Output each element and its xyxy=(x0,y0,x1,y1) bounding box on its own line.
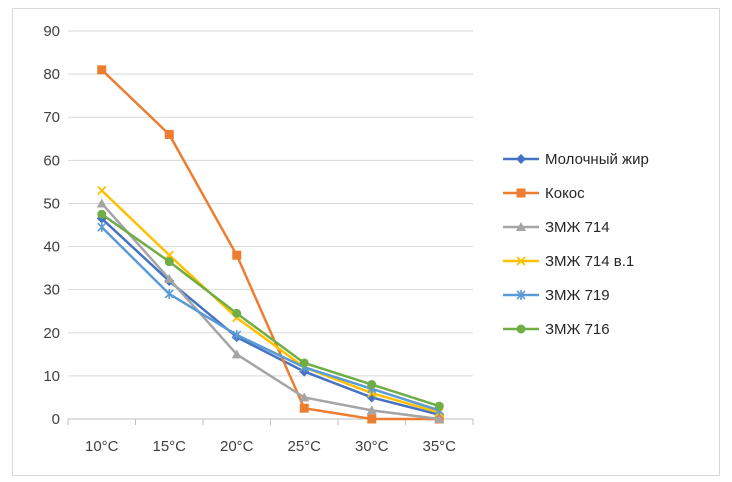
legend-label: ЗМЖ 716 xyxy=(545,321,610,338)
y-tick-label: 60 xyxy=(43,152,60,169)
legend-marker xyxy=(516,188,526,198)
data-point xyxy=(164,273,175,283)
legend-marker xyxy=(516,324,526,334)
data-point xyxy=(231,349,242,359)
grid-lines xyxy=(68,30,473,420)
series-line xyxy=(100,217,440,416)
legend-entry: Молочный жир xyxy=(503,151,649,168)
x-tick-label: 25°C xyxy=(287,438,321,455)
data-point xyxy=(97,185,107,196)
y-tick-label: 30 xyxy=(43,282,60,299)
data-point xyxy=(164,257,174,267)
legend-marker xyxy=(516,222,526,231)
data-point xyxy=(434,401,444,411)
x-tick-label: 35°C xyxy=(422,438,456,455)
series-2 xyxy=(97,65,444,424)
y-tick-label: 90 xyxy=(43,23,60,40)
legend-marker xyxy=(516,256,526,266)
data-point xyxy=(164,288,174,299)
series-line xyxy=(101,213,440,408)
y-tick-label: 20 xyxy=(43,325,60,342)
y-tick-label: 80 xyxy=(43,66,60,83)
legend-label: ЗМЖ 719 xyxy=(545,287,610,304)
legend-entry: ЗМЖ 716 xyxy=(503,321,610,338)
legend-entry: ЗМЖ 719 xyxy=(503,287,610,304)
legend-entry: Кокос xyxy=(503,185,585,202)
data-point xyxy=(164,129,174,139)
chart-area: 0 10 20 30 40 50 60 70 80 90 10°C 15°C 20°C 25°C 30°C 3… xyxy=(12,8,720,476)
y-tick-label: 10 xyxy=(43,368,60,385)
legend-entry: ЗМЖ 714 xyxy=(503,219,610,236)
legend-label: Кокос xyxy=(545,185,585,202)
series-line xyxy=(100,189,440,414)
data-point xyxy=(96,198,107,208)
data-point xyxy=(164,250,174,260)
data-point xyxy=(97,222,107,233)
y-tick-label: 70 xyxy=(43,109,60,126)
x-tick-label: 30°C xyxy=(355,438,389,455)
axes: 0 10 20 30 40 50 60 70 80 90 10°C 15°C 20°C 25°C 30°C 3… xyxy=(43,23,474,455)
y-tick-label: 40 xyxy=(43,239,60,256)
legend-entry: ЗМЖ 714 в.1 xyxy=(503,253,634,270)
series-1 xyxy=(96,213,445,420)
series-5 xyxy=(97,222,444,416)
data-point xyxy=(97,209,107,219)
line-chart: 0 10 20 30 40 50 60 70 80 90 10°C 15°C 20°C 25°C 30°C 3… xyxy=(43,23,649,455)
x-tick-label: 15°C xyxy=(152,438,186,455)
data-point xyxy=(366,405,377,415)
series-4 xyxy=(97,185,444,418)
legend: Молочный жир Кокос ЗМЖ 714 ЗМЖ 714 в.1 ЗМЖ 7… xyxy=(503,151,649,338)
series-3 xyxy=(96,198,445,423)
series-line xyxy=(100,68,440,421)
data-point xyxy=(232,329,242,340)
data-point xyxy=(299,392,310,402)
legend-label: Молочный жир xyxy=(545,151,649,168)
data-point xyxy=(299,403,309,413)
series-6 xyxy=(97,209,444,411)
y-tick-label: 50 xyxy=(43,195,60,212)
x-tick-label: 10°C xyxy=(85,438,119,455)
x-tick-label: 20°C xyxy=(220,438,254,455)
data-point xyxy=(232,250,242,260)
data-point xyxy=(232,308,242,318)
legend-label: ЗМЖ 714 xyxy=(545,219,610,236)
legend-marker xyxy=(516,290,526,300)
series-lines xyxy=(96,65,445,424)
data-point xyxy=(434,414,445,423)
legend-marker xyxy=(516,154,526,164)
data-point xyxy=(367,414,377,424)
data-point xyxy=(299,358,309,368)
data-point xyxy=(367,380,377,390)
legend-label: ЗМЖ 714 в.1 xyxy=(545,253,634,270)
series-line xyxy=(100,226,440,412)
series-line xyxy=(100,202,440,421)
y-tick-label: 0 xyxy=(52,411,60,428)
data-point xyxy=(97,65,107,75)
